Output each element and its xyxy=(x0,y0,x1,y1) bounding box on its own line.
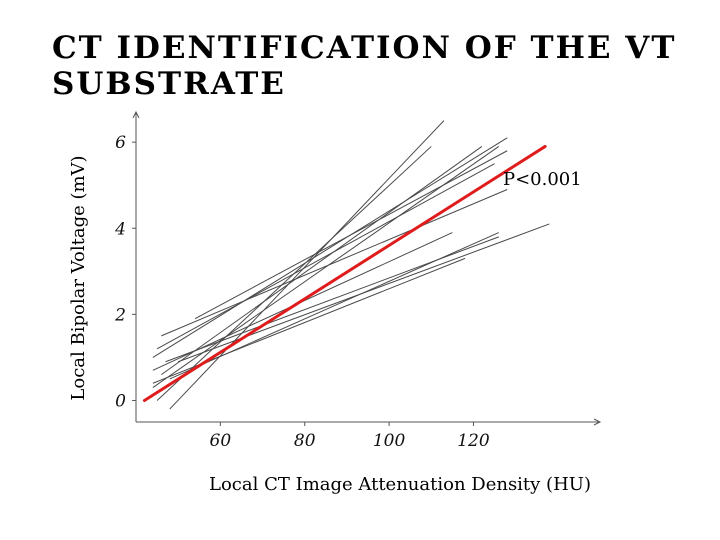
x-axis-label: Local CT Image Attenuation Density (HU) xyxy=(209,474,591,495)
individual-line xyxy=(156,163,495,350)
y-axis-label: Local Bipolar Voltage (mV) xyxy=(68,155,89,400)
individual-line xyxy=(194,150,508,320)
x-tick-label: 100 xyxy=(373,431,406,451)
y-tick-label: 2 xyxy=(114,305,126,325)
individual-line xyxy=(169,120,445,410)
y-tick-label: 0 xyxy=(115,391,126,411)
regression-line xyxy=(142,144,547,402)
slide-title: CT IDENTIFICATION OF THE VT SUBSTRATE xyxy=(52,30,677,102)
x-tick-label: 60 xyxy=(210,431,232,451)
tick-labels: 0 2 4 6 60 80 100 120 xyxy=(114,133,490,451)
chart-axes xyxy=(132,110,602,426)
individual-line xyxy=(161,146,483,376)
y-axis-arrow xyxy=(132,110,140,119)
individual-line xyxy=(152,137,508,358)
individual-line xyxy=(178,223,550,363)
individual-line xyxy=(165,236,499,363)
x-tick-label: 80 xyxy=(294,431,316,451)
x-tick-label: 120 xyxy=(457,431,490,451)
individual-lines xyxy=(152,120,550,410)
y-tick-label: 6 xyxy=(115,133,126,153)
x-axis-arrow xyxy=(593,418,602,426)
individual-line xyxy=(161,189,508,337)
y-tick-label: 4 xyxy=(114,219,126,239)
p-value-annotation: P<0.001 xyxy=(503,169,582,190)
regression-line-group xyxy=(142,144,547,402)
